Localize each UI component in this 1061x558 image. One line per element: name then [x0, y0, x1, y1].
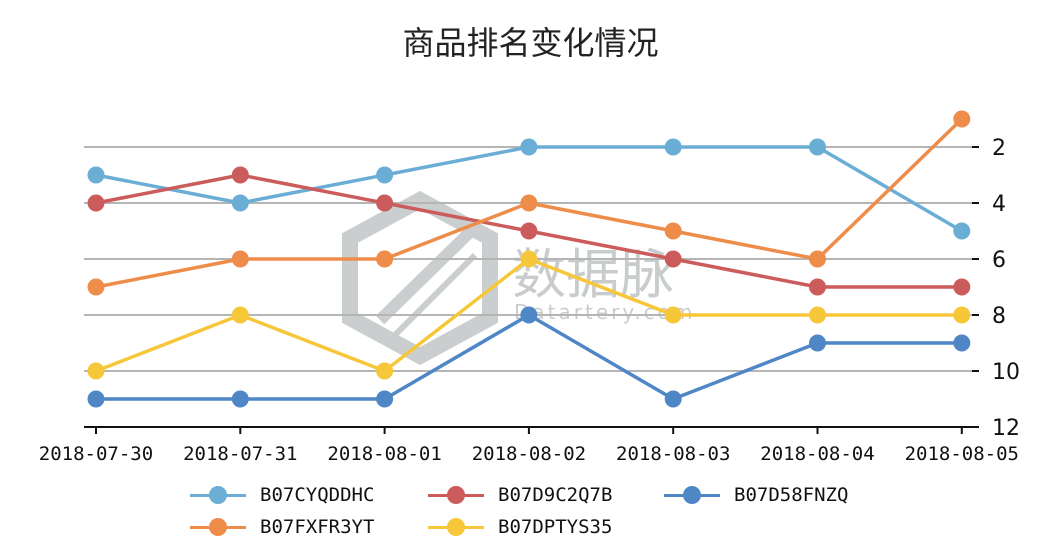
data-point [520, 194, 538, 212]
data-point [953, 278, 971, 296]
data-point [376, 390, 394, 408]
data-point [520, 138, 538, 156]
legend-swatch-icon [428, 483, 484, 507]
y-tick-label: 6 [992, 248, 1006, 273]
series-B07FXFR3YT [87, 110, 971, 296]
data-point [376, 250, 394, 268]
data-point [231, 194, 249, 212]
data-point [231, 250, 249, 268]
x-tick-label: 2018-08-02 [472, 443, 586, 465]
y-tick-label: 10 [992, 360, 1020, 385]
data-point [376, 194, 394, 212]
data-point [664, 250, 682, 268]
data-point [231, 166, 249, 184]
y-tick-label: 8 [992, 304, 1006, 329]
data-point [953, 306, 971, 324]
legend-label: B07D58FNZQ [734, 484, 849, 506]
series-B07DPTYS35 [87, 250, 971, 380]
series-B07D58FNZQ [87, 306, 971, 408]
y-tick-label: 2 [992, 136, 1006, 161]
data-point [520, 250, 538, 268]
legend-label: B07DPTYS35 [498, 516, 613, 538]
legend-label: B07D9C2Q7B [498, 484, 613, 506]
data-point [231, 306, 249, 324]
line-chart: 数据脉 Datartery.com 2 4 6 8 10 12 2018-07-30 2018… [39, 110, 1020, 465]
legend-swatch-icon [190, 483, 246, 507]
chart-title: 商品排名变化情况 [402, 24, 659, 62]
data-point [664, 306, 682, 324]
legend-item: B07DPTYS35 [428, 510, 612, 544]
data-point [809, 138, 826, 156]
legend-label: B07CYQDDHC [260, 484, 375, 506]
data-point [664, 390, 682, 408]
legend-item: B07D58FNZQ [664, 478, 848, 512]
legend-item: B07FXFR3YT [190, 510, 374, 544]
data-point [520, 306, 538, 324]
series-line [96, 313, 962, 401]
x-tick-label: 2018-07-30 [39, 443, 153, 465]
data-point [87, 362, 105, 380]
legend-label: B07FXFR3YT [260, 516, 375, 538]
legend-swatch-icon [664, 483, 720, 507]
x-tick-label: 2018-08-04 [760, 443, 874, 465]
data-point [87, 278, 105, 296]
axes: 2 4 6 8 10 12 2018-07-30 2018-07-31 2018-08-01 20… [39, 136, 1020, 465]
data-point [809, 250, 826, 268]
watermark-logo-icon [342, 190, 498, 366]
data-point [953, 110, 971, 128]
data-point [809, 278, 826, 296]
data-point [953, 334, 971, 352]
data-point [809, 334, 826, 352]
x-tick-label: 2018-08-01 [327, 443, 441, 465]
data-point [376, 166, 394, 184]
legend-swatch-icon [428, 515, 484, 539]
x-tick-label: 2018-08-03 [616, 443, 730, 465]
y-tick-label: 12 [992, 416, 1020, 441]
data-point [664, 222, 682, 240]
data-point [87, 390, 105, 408]
data-point [87, 166, 105, 184]
series-layer [87, 110, 971, 408]
series-line [95, 145, 963, 233]
y-tick-label: 4 [992, 192, 1006, 217]
series-B07D9C2Q7B [87, 166, 971, 296]
data-point [953, 222, 971, 240]
data-point [87, 194, 105, 212]
legend-item: B07D9C2Q7B [428, 478, 612, 512]
legend-swatch-icon [190, 515, 246, 539]
legend-item: B07CYQDDHC [190, 478, 374, 512]
data-point [376, 362, 394, 380]
data-point [520, 222, 538, 240]
data-point [231, 390, 249, 408]
watermark: 数据脉 Datartery.com [342, 190, 692, 366]
x-tick-label: 2018-07-31 [183, 443, 297, 465]
data-point [809, 306, 826, 324]
x-tick-label: 2018-08-05 [905, 443, 1019, 465]
watermark-text-cn: 数据脉 [512, 243, 674, 306]
series-B07CYQDDHC [87, 138, 971, 240]
data-point [664, 138, 682, 156]
